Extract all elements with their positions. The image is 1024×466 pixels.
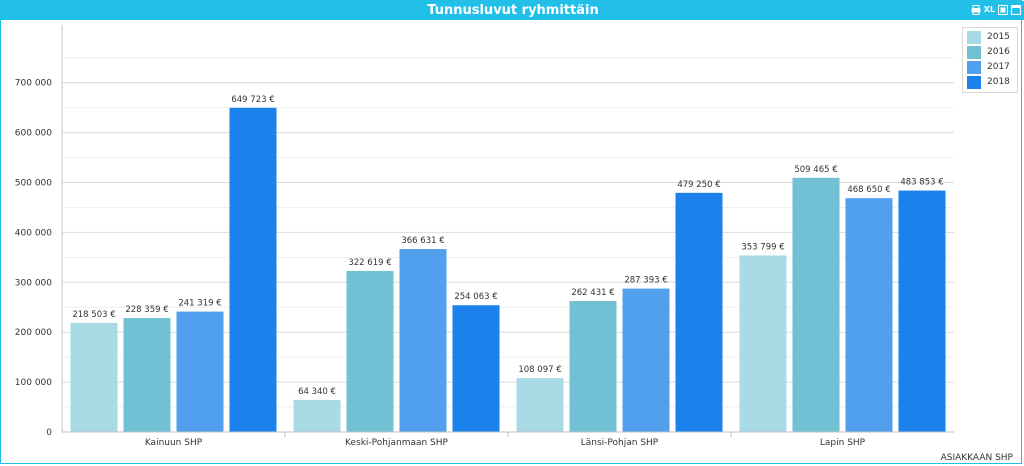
- x-tick-label: Keski-Pohjanmaan SHP: [345, 438, 449, 448]
- data-label: 218 503 €: [72, 310, 115, 320]
- data-label: 322 619 €: [348, 258, 391, 268]
- x-tick-label: Lapin SHP: [820, 438, 866, 448]
- bar: [123, 318, 171, 432]
- excel-export-button[interactable]: XL: [983, 5, 995, 14]
- y-tick-label: 700 000: [15, 79, 52, 89]
- legend-item[interactable]: 2018: [967, 75, 1010, 89]
- bar: [293, 399, 341, 432]
- legend-item[interactable]: 2016: [967, 45, 1010, 59]
- bar: [675, 192, 723, 432]
- bar: [845, 198, 893, 432]
- bar: [622, 288, 670, 432]
- y-tick-label: 200 000: [15, 328, 52, 338]
- data-label: 353 799 €: [741, 242, 784, 252]
- panel-title: Tunnusluvut ryhmittäin: [427, 3, 599, 18]
- bar: [898, 190, 946, 432]
- bar: [516, 378, 564, 432]
- legend-label: 2018: [987, 77, 1010, 87]
- data-label: 366 631 €: [401, 236, 444, 246]
- bar: [399, 249, 447, 432]
- data-label: 64 340 €: [298, 387, 336, 397]
- data-label: 287 393 €: [624, 276, 667, 286]
- data-label: 108 097 €: [518, 365, 561, 375]
- data-labels: 218 503 € 228 359 € 241 319 € 649 723 € 64 3…: [72, 95, 943, 397]
- data-label: 479 250 €: [677, 180, 720, 190]
- legend-item[interactable]: 2017: [967, 60, 1010, 74]
- legend: 2015 2016 2017 2018: [962, 27, 1018, 93]
- x-tick-label: Kainuun SHP: [145, 438, 203, 448]
- print-icon[interactable]: [971, 5, 981, 15]
- y-tick-label: 100 000: [15, 378, 52, 388]
- bar: [792, 177, 840, 432]
- y-tick-label: 0: [46, 428, 52, 438]
- bar-chart: 0 100 000 200 000 300 000 400 000 500 000 600 …: [15, 25, 1014, 463]
- legend-swatch: [967, 45, 981, 59]
- bar: [176, 311, 224, 432]
- y-axis: 0 100 000 200 000 300 000 400 000 500 000 600 …: [15, 25, 63, 438]
- bar: [739, 255, 787, 432]
- legend-label: 2016: [987, 47, 1010, 57]
- data-label: 509 465 €: [794, 165, 837, 175]
- bar: [229, 107, 277, 433]
- y-tick-label: 600 000: [15, 129, 52, 139]
- data-label: 468 650 €: [847, 185, 890, 195]
- bar: [70, 322, 118, 432]
- data-label: 483 853 €: [900, 178, 943, 188]
- legend-swatch: [967, 60, 981, 74]
- bar: [452, 305, 500, 432]
- y-tick-label: 400 000: [15, 228, 52, 238]
- maximize-icon[interactable]: [1011, 5, 1021, 15]
- data-label: 228 359 €: [125, 305, 168, 315]
- data-label: 262 431 €: [571, 288, 614, 298]
- legend-swatch: [967, 75, 981, 89]
- data-label: 649 723 €: [231, 95, 274, 105]
- legend-item[interactable]: 2015: [967, 30, 1010, 44]
- bar: [569, 301, 617, 432]
- x-axis-title: ASIAKKAAN SHP: [941, 453, 1014, 463]
- y-tick-label: 500 000: [15, 179, 52, 189]
- x-axis: Kainuun SHP Keski-Pohjanmaan SHP Länsi-Poh…: [62, 431, 954, 448]
- title-bar: Tunnusluvut ryhmittäin XL: [1, 1, 1024, 20]
- legend-label: 2015: [987, 32, 1010, 42]
- bar: [346, 271, 394, 432]
- export-icon[interactable]: [998, 5, 1008, 15]
- y-tick-label: 300 000: [15, 278, 52, 288]
- data-label: 254 063 €: [454, 292, 497, 302]
- panel-toolbar: XL: [971, 2, 1021, 18]
- legend-label: 2017: [987, 62, 1010, 72]
- data-label: 241 319 €: [178, 299, 221, 309]
- legend-swatch: [967, 30, 981, 44]
- bars: [70, 107, 946, 433]
- x-tick-label: Länsi-Pohjan SHP: [581, 438, 659, 448]
